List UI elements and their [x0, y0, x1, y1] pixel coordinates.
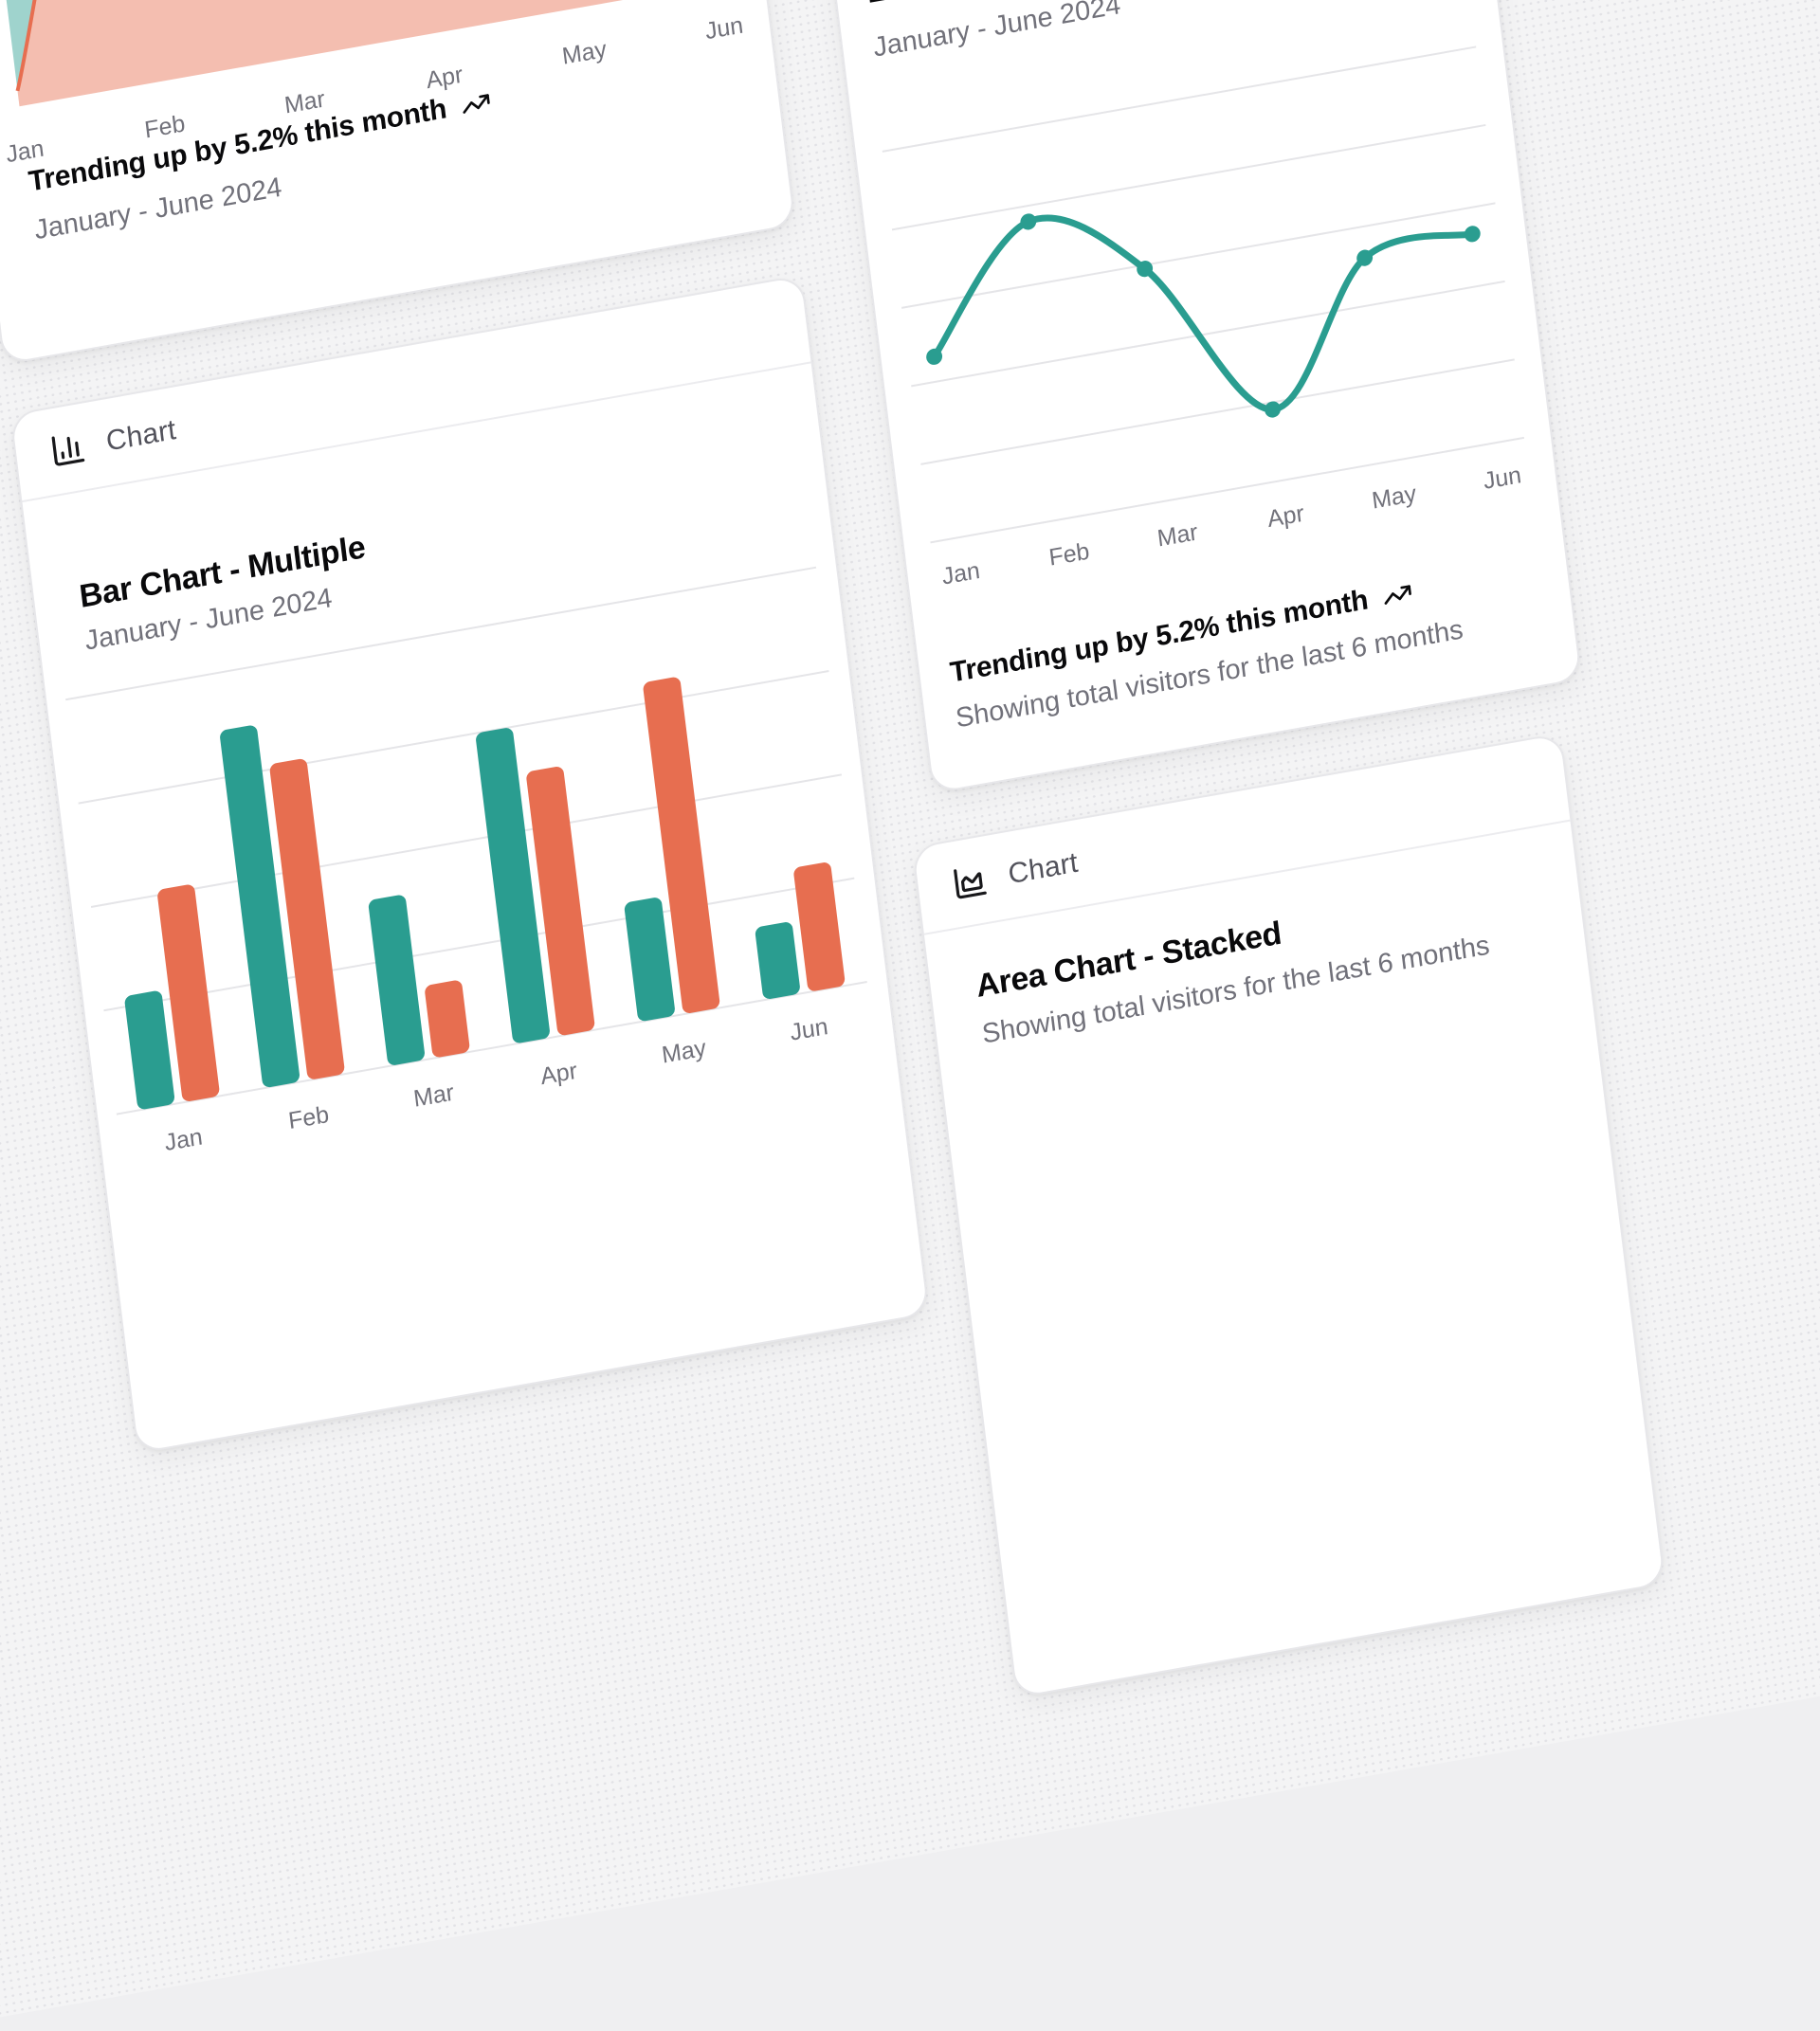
chart-area-icon	[954, 869, 987, 899]
x-axis-label: May	[1371, 481, 1418, 515]
x-axis-label: Apr	[425, 62, 464, 95]
x-axis-label: Jan	[5, 136, 46, 169]
x-axis-label: Apr	[539, 1058, 579, 1091]
line-chart-canvas[interactable]: Jan Feb Mar Apr May Jun	[814, 0, 1580, 792]
card-header: Chart	[913, 734, 1571, 935]
x-axis-label: Jun	[703, 11, 744, 45]
x-axis-label: Mar	[1156, 518, 1199, 552]
x-axis-label: May	[661, 1035, 708, 1069]
x-axis-label: Apr	[1266, 500, 1306, 534]
x-axis-label: Feb	[1047, 537, 1091, 571]
card-header: Chart	[11, 276, 811, 503]
x-axis-label: Mar	[412, 1079, 456, 1113]
x-axis-label: May	[561, 36, 609, 70]
card-line-chart: Line Chart January - June 2024 JanFebMar…	[811, 0, 1583, 794]
card-area-chart-stacked: Chart Area Chart - Stacked Showing total…	[911, 732, 1666, 1699]
trending-up-icon	[1384, 585, 1412, 605]
trend-footer: Trending up by 5.2% this month	[948, 576, 1414, 690]
x-axis-label: Jan	[163, 1123, 204, 1156]
area-chart-canvas[interactable]: Jan Feb Mar Apr May Jun	[0, 0, 794, 363]
x-axis-label: Feb	[287, 1101, 331, 1134]
trending-up-icon	[463, 94, 491, 114]
card-bar-chart-multiple: Chart Bar Chart - Multiple January - Jun…	[9, 274, 930, 1455]
x-axis-label: Jun	[789, 1013, 829, 1046]
x-axis-label: Jun	[1482, 462, 1522, 495]
card-area-chart-top: Jan Feb Mar Apr May Jun Trending up by 5.2% t…	[0, 0, 796, 366]
trend-footer: Trending up by 5.2% this month	[27, 85, 493, 199]
bar-chart-canvas[interactable]: Jan Feb Mar Apr May Jun	[11, 277, 927, 1452]
card-header-label: Chart	[1006, 846, 1081, 891]
x-axis-label: Jan	[940, 557, 981, 590]
chart-column-icon	[51, 436, 85, 466]
